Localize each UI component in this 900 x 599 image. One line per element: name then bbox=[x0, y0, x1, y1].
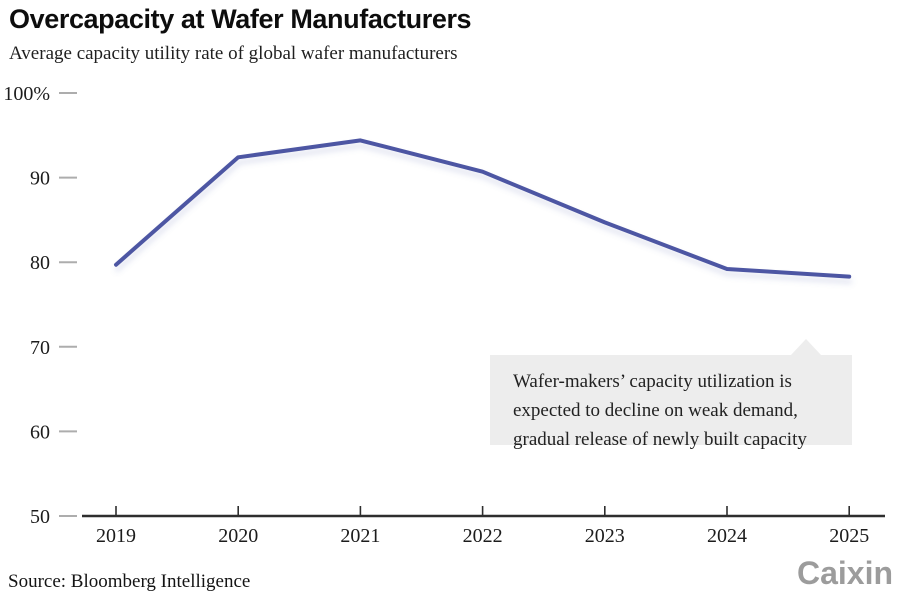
annotation-callout: Wafer-makers’ capacity utilization is ex… bbox=[490, 339, 852, 450]
y-tick-label: 70 bbox=[30, 337, 50, 359]
y-tick-label: 60 bbox=[30, 421, 50, 443]
x-tick-label: 2024 bbox=[707, 525, 747, 547]
y-tick-label: 90 bbox=[30, 168, 50, 190]
y-tick-label: 50 bbox=[30, 506, 50, 528]
y-tick-label: 80 bbox=[30, 252, 50, 274]
x-tick-label: 2025 bbox=[829, 525, 869, 547]
y-tick-label: 100% bbox=[3, 83, 50, 105]
data-line bbox=[114, 138, 852, 279]
chart-subtitle: Average capacity utility rate of global … bbox=[9, 43, 458, 64]
x-tick-label: 2022 bbox=[463, 525, 503, 547]
source-note: Source: Bloomberg Intelligence bbox=[8, 571, 251, 592]
x-tick-label: 2020 bbox=[218, 525, 258, 547]
chart-title: Overcapacity at Wafer Manufacturers bbox=[9, 4, 472, 34]
x-tick-label: 2023 bbox=[585, 525, 625, 547]
annotation-pointer-up-icon bbox=[791, 339, 821, 355]
annotation-text-line: Wafer-makers’ capacity utilization is bbox=[513, 371, 792, 392]
annotation-text-line: expected to decline on weak demand, bbox=[513, 400, 798, 421]
caixin-logo: Caixin bbox=[796, 555, 893, 591]
x-tick-label: 2019 bbox=[96, 525, 136, 547]
annotation-text-line: gradual release of newly built capacity bbox=[513, 429, 807, 450]
x-tick-label: 2021 bbox=[340, 525, 380, 547]
